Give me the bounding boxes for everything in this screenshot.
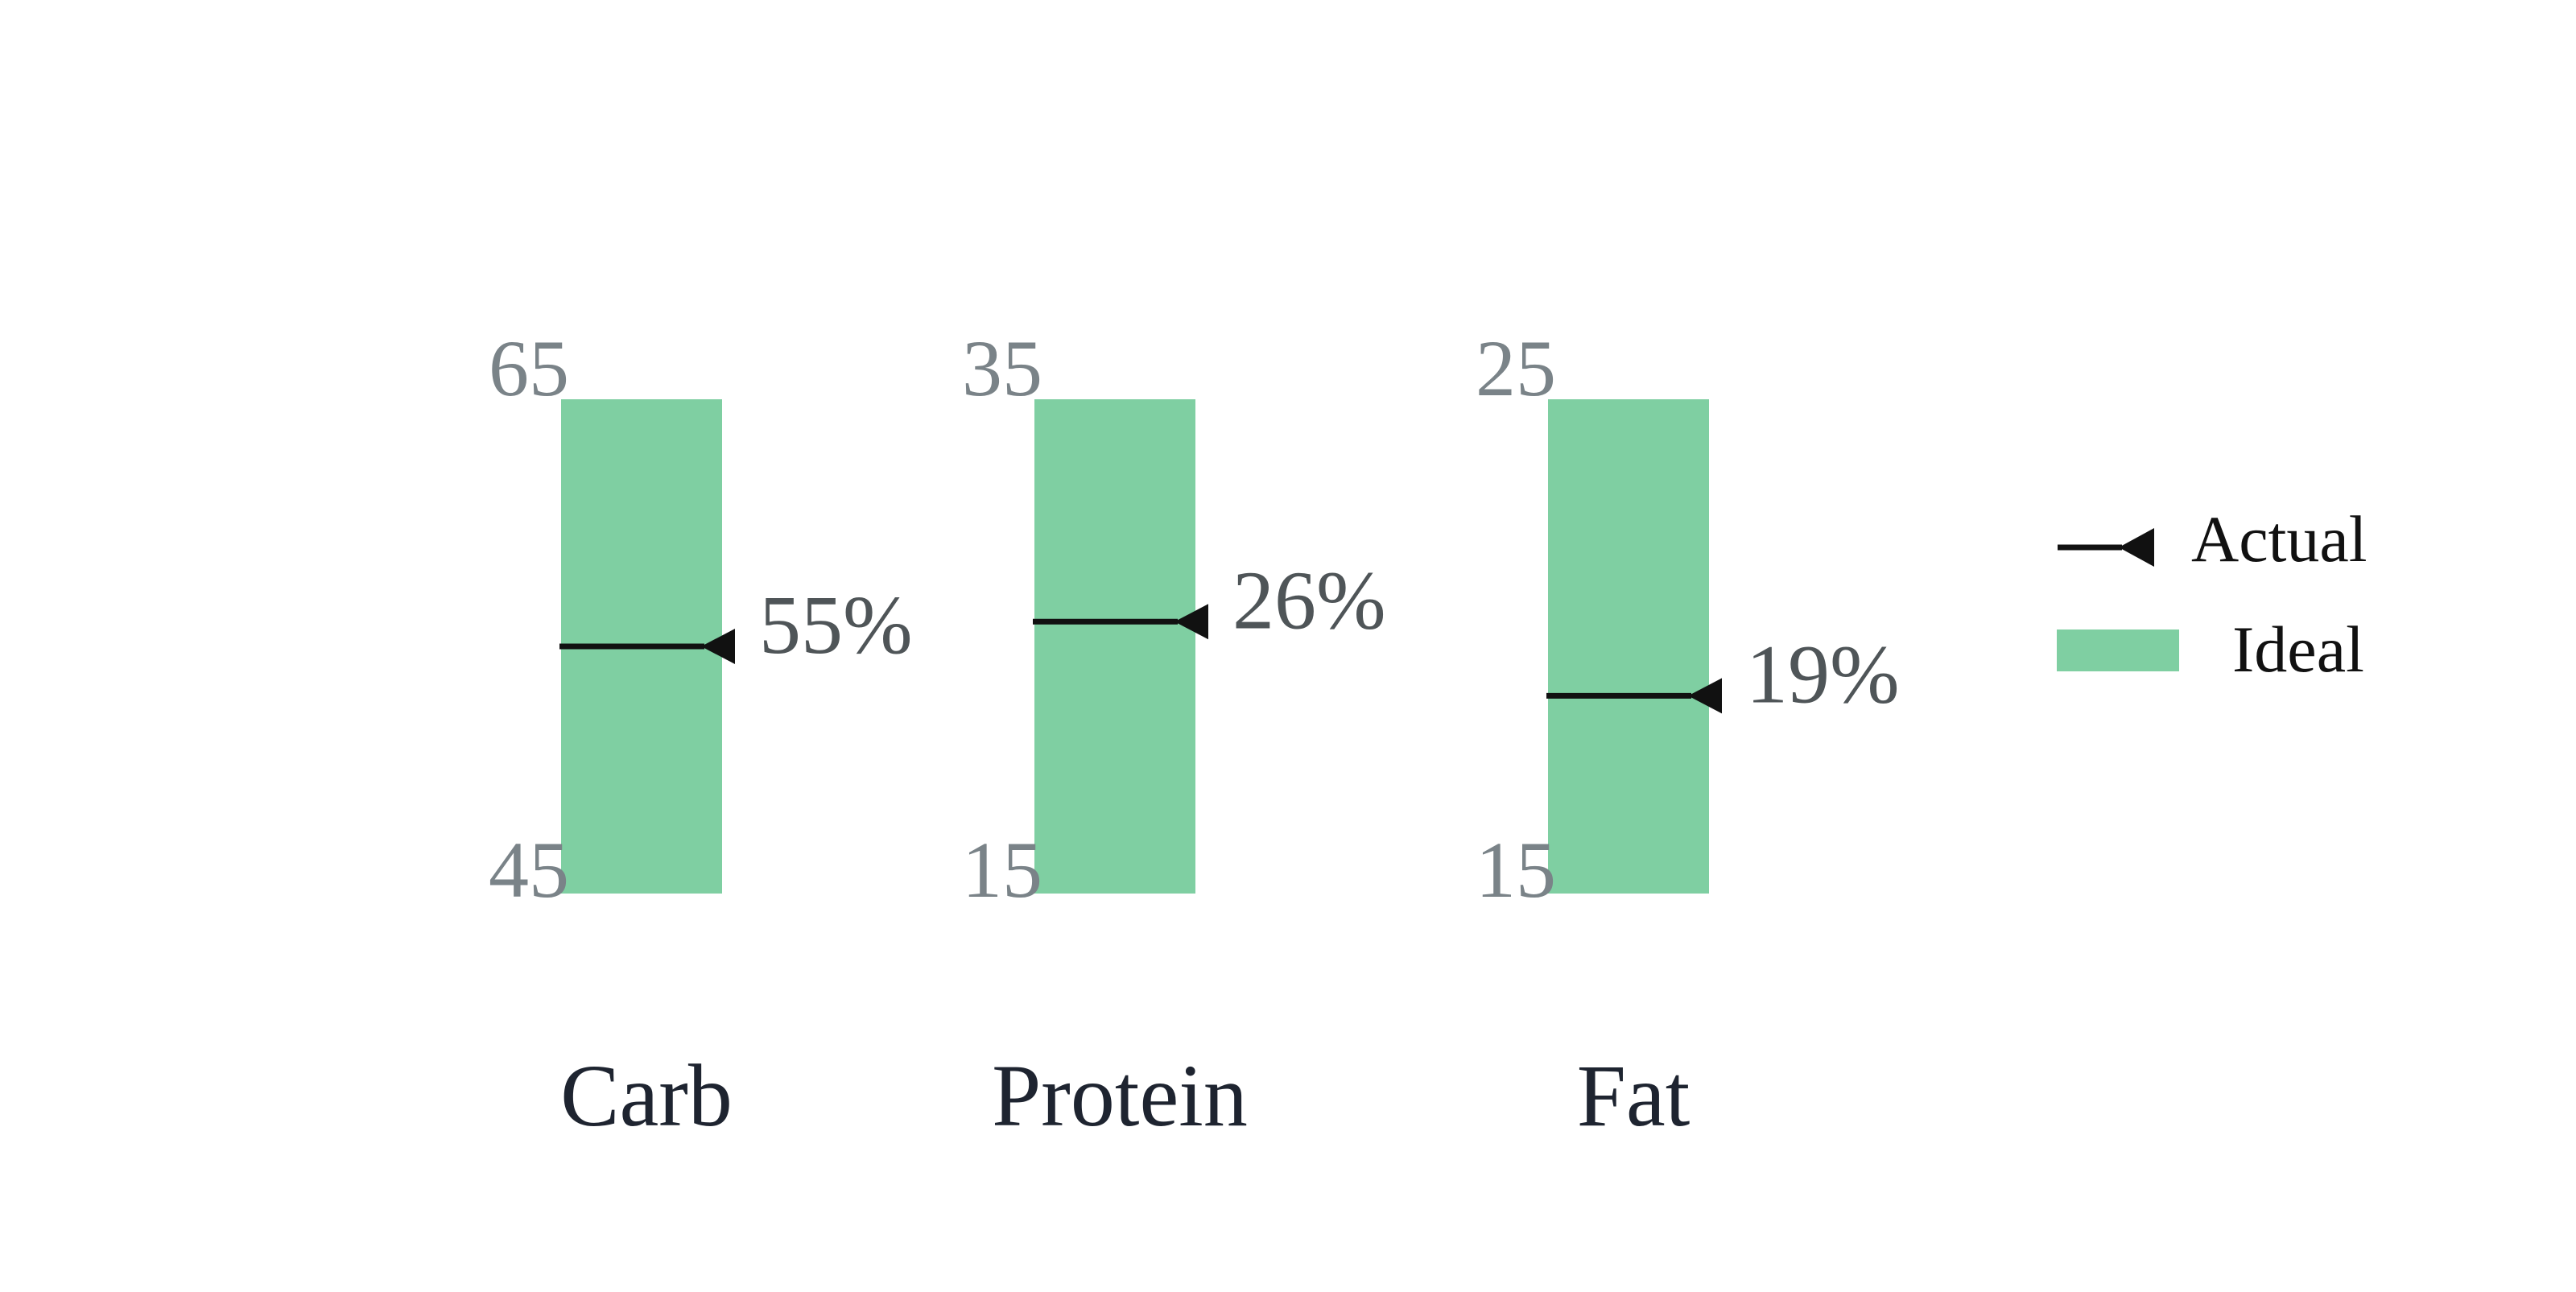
actual-marker-triangle (1688, 678, 1722, 714)
legend-ideal-label: Ideal (2232, 613, 2364, 686)
category-label: Protein (992, 1046, 1248, 1145)
range-high-label: 35 (962, 324, 1042, 413)
actual-marker-triangle (701, 629, 735, 664)
range-low-label: 45 (489, 825, 569, 914)
ideal-range-bar (1548, 399, 1709, 894)
actual-value-label: 55% (759, 579, 913, 671)
range-low-label: 15 (962, 825, 1042, 914)
legend-ideal-swatch (2057, 629, 2179, 671)
legend-actual-triangle (2119, 528, 2154, 567)
range-high-label: 65 (489, 324, 569, 413)
actual-marker-triangle (1174, 604, 1208, 640)
range-high-label: 25 (1476, 324, 1556, 413)
legend-actual-label: Actual (2191, 502, 2368, 576)
range-low-label: 15 (1476, 825, 1556, 914)
actual-value-label: 26% (1232, 554, 1386, 646)
ideal-range-bar (1034, 399, 1195, 894)
category-label: Fat (1577, 1046, 1690, 1145)
actual-value-label: 19% (1746, 628, 1900, 720)
category-label: Carb (560, 1046, 733, 1145)
